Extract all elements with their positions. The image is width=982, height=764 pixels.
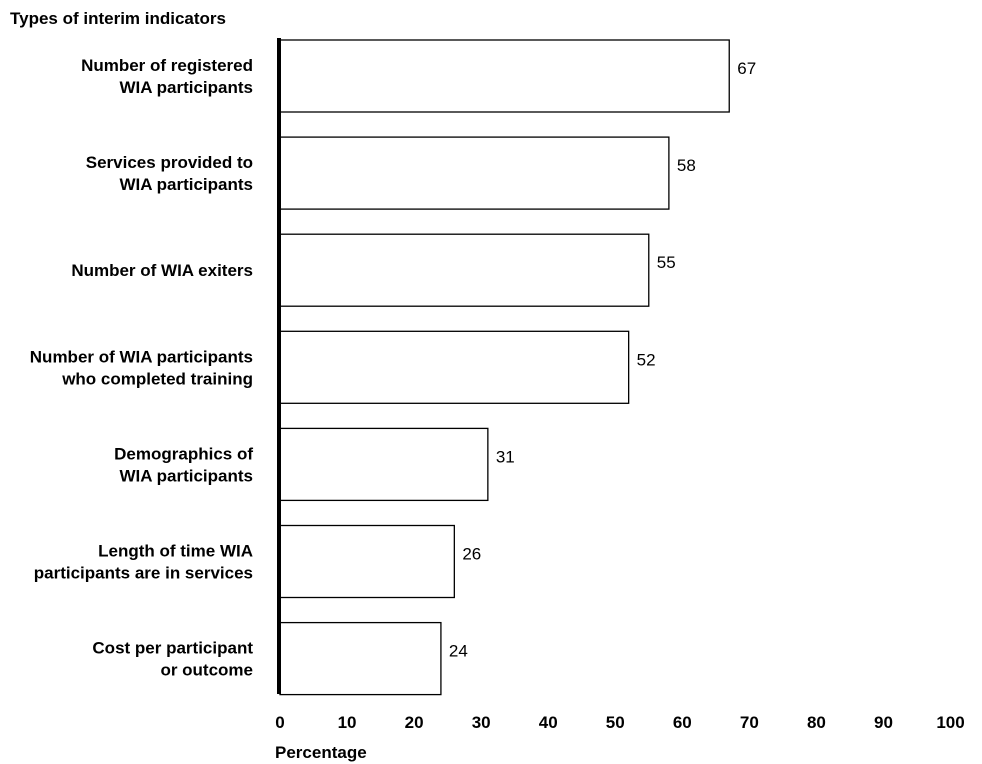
x-tick-label: 0 xyxy=(275,713,284,732)
bar xyxy=(279,427,489,502)
x-tick-labels-group: 0 10 20 30 40 50 60 70 80 90 100 xyxy=(275,713,964,732)
category-label: Number of WIA exiters xyxy=(71,261,253,280)
x-tick-label: 20 xyxy=(405,713,424,732)
category-label-line: Services provided to xyxy=(86,153,253,172)
category-label-line: who completed training xyxy=(61,369,253,388)
x-tick-label: 100 xyxy=(936,713,964,732)
category-label: Length of time WIA participants are in se… xyxy=(34,542,253,583)
bar xyxy=(279,136,670,210)
category-label-line: Cost per participant xyxy=(92,639,253,658)
bar xyxy=(279,524,455,599)
category-label-line: Number of registered xyxy=(81,56,253,75)
x-tick-label: 90 xyxy=(874,713,893,732)
bars-group xyxy=(279,39,730,696)
category-label: Cost per participant or outcome xyxy=(92,639,253,680)
bar xyxy=(279,330,630,404)
category-label-line: WIA participants xyxy=(120,78,254,97)
category-label: Services provided to WIA participants xyxy=(86,153,253,194)
bar-value-label: 31 xyxy=(496,447,515,466)
x-axis-title: Percentage xyxy=(275,743,367,762)
x-tick-label: 50 xyxy=(606,713,625,732)
value-labels-group: 67 58 55 52 31 26 24 xyxy=(449,59,756,661)
category-label-line: Demographics of xyxy=(114,444,253,463)
bar-value-label: 58 xyxy=(677,156,696,175)
bar-value-label: 52 xyxy=(637,350,656,369)
category-label: Number of WIA participants who completed … xyxy=(30,347,253,388)
category-label-line: Length of time WIA xyxy=(98,542,253,561)
bar xyxy=(279,233,650,307)
x-tick-label: 70 xyxy=(740,713,759,732)
category-label: Number of registered WIA participants xyxy=(81,56,253,97)
bar xyxy=(279,39,730,113)
bar-value-label: 24 xyxy=(449,642,468,661)
category-label-line: WIA participants xyxy=(120,175,254,194)
bar-value-label: 67 xyxy=(737,59,756,78)
bar xyxy=(279,621,442,696)
category-labels-group: Number of registered WIA participantsServ… xyxy=(30,56,254,680)
y-axis-title: Types of interim indicators xyxy=(10,9,226,28)
category-label-line: Number of WIA participants xyxy=(30,347,253,366)
x-tick-label: 40 xyxy=(539,713,558,732)
x-tick-label: 30 xyxy=(472,713,491,732)
bar-value-label: 26 xyxy=(462,545,481,564)
category-label: Demographics of WIA participants xyxy=(114,444,253,485)
category-label-line: Number of WIA exiters xyxy=(71,261,253,280)
bar-value-label: 55 xyxy=(657,253,676,272)
category-label-line: or outcome xyxy=(160,661,253,680)
category-label-line: participants are in services xyxy=(34,564,253,583)
x-tick-label: 60 xyxy=(673,713,692,732)
category-label-line: WIA participants xyxy=(120,466,254,485)
x-tick-label: 10 xyxy=(338,713,357,732)
x-tick-label: 80 xyxy=(807,713,826,732)
